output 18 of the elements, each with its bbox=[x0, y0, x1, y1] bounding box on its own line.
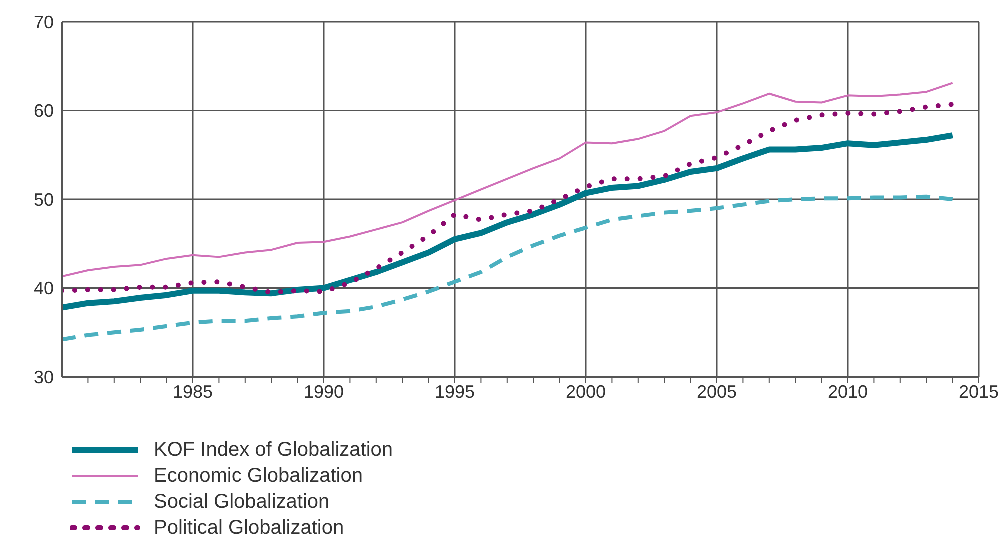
y-tick-label: 40 bbox=[34, 278, 54, 299]
x-tick-label: 2015 bbox=[958, 382, 999, 402]
y-tick-label: 70 bbox=[34, 12, 54, 32]
x-tick-label: 2010 bbox=[828, 382, 868, 402]
y-tick-label: 50 bbox=[34, 190, 54, 210]
legend-label: Political Globalization bbox=[154, 516, 344, 541]
x-tick-label: 1995 bbox=[434, 382, 476, 402]
legend-label: Economic Globalization bbox=[154, 464, 363, 489]
x-tick-label: 2000 bbox=[566, 382, 606, 402]
x-tick-label: 1990 bbox=[304, 382, 344, 402]
x-tick-label: 1985 bbox=[172, 382, 214, 402]
line-series bbox=[62, 82, 954, 278]
line-series bbox=[62, 194, 955, 342]
legend-label: Social Globalization bbox=[154, 490, 330, 515]
x-tick-label: 2005 bbox=[696, 382, 738, 402]
y-tick-label: 30 bbox=[34, 367, 54, 388]
legend-label: KOF Index of Globalization bbox=[154, 438, 394, 463]
y-tick-label: 60 bbox=[34, 101, 54, 122]
